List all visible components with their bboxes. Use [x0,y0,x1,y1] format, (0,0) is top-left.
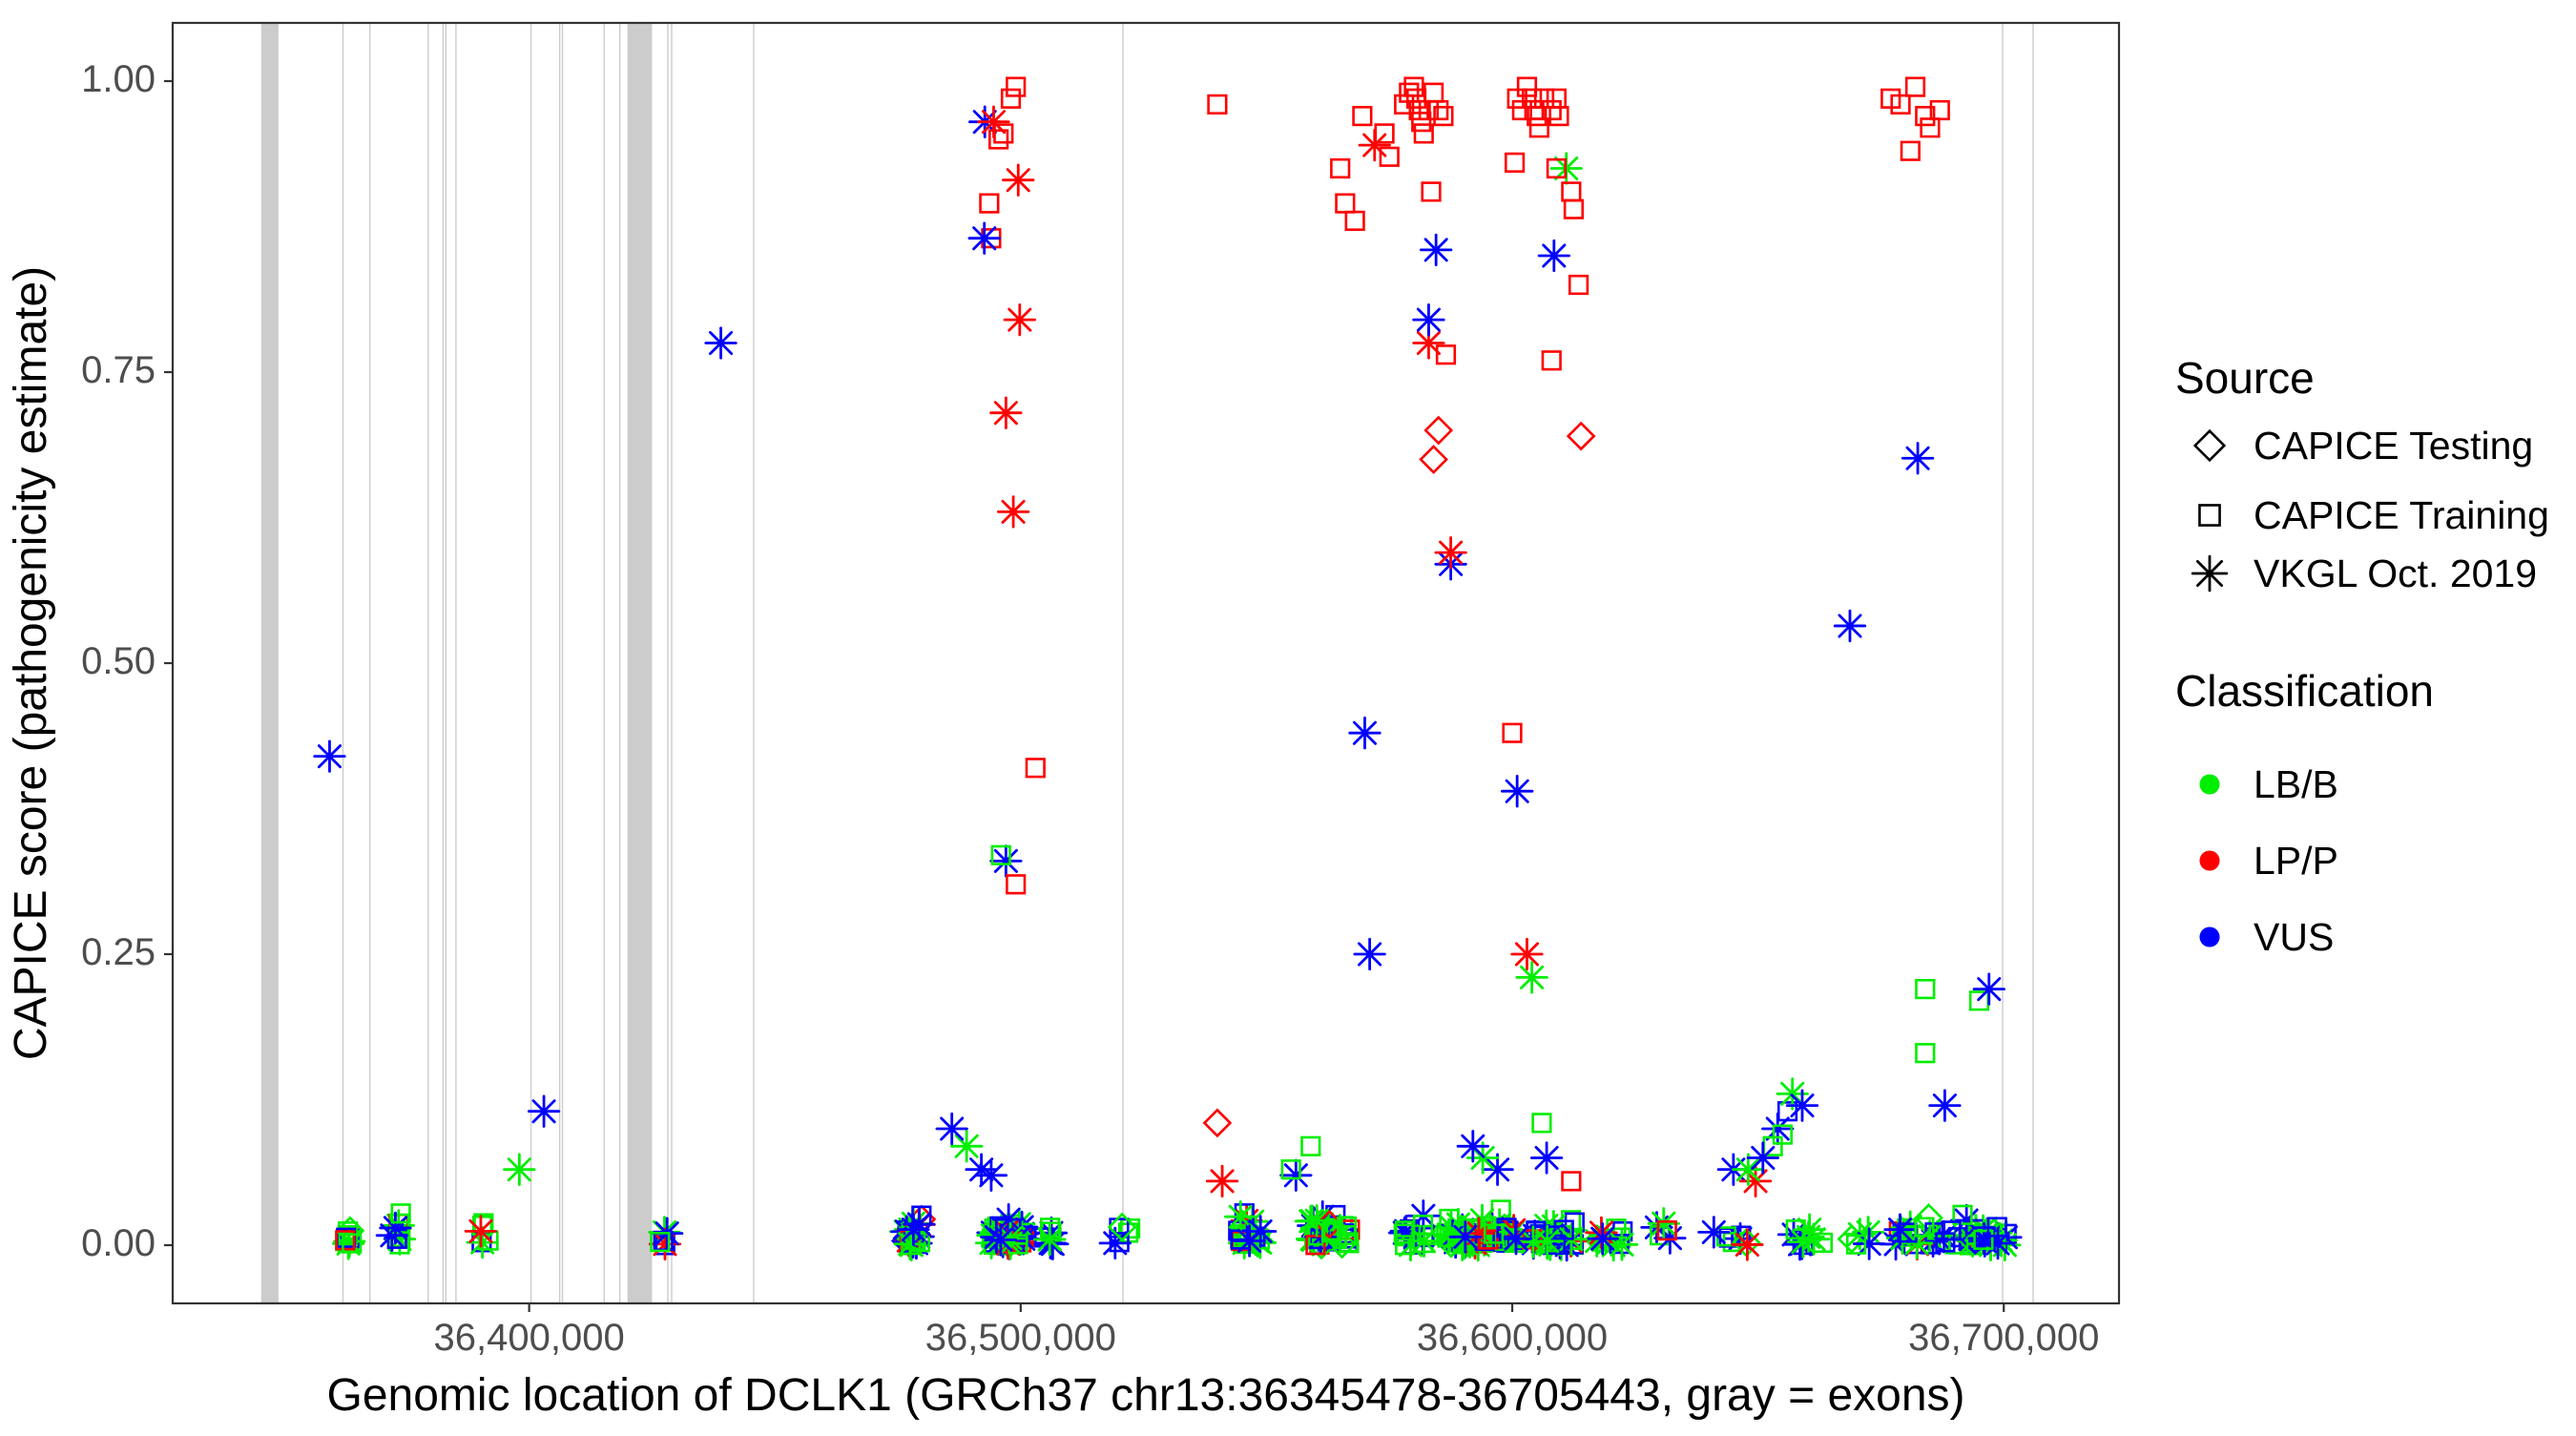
svg-text:CAPICE score (pathogenicity es: CAPICE score (pathogenicity estimate) [6,266,56,1060]
svg-text:0.50: 0.50 [81,640,156,682]
svg-text:VUS: VUS [2254,915,2334,959]
svg-text:Genomic location of DCLK1 (GRC: Genomic location of DCLK1 (GRCh37 chr13:… [326,1370,1964,1421]
svg-text:CAPICE Training: CAPICE Training [2254,493,2549,537]
svg-text:Classification: Classification [2175,666,2434,716]
svg-text:LB/B: LB/B [2254,762,2338,806]
svg-text:36,600,000: 36,600,000 [1417,1317,1608,1359]
svg-text:VKGL Oct. 2019: VKGL Oct. 2019 [2254,552,2537,595]
svg-text:CAPICE Testing: CAPICE Testing [2254,424,2533,468]
svg-text:0.25: 0.25 [81,931,156,973]
svg-text:36,400,000: 36,400,000 [434,1317,625,1359]
svg-text:0.00: 0.00 [81,1222,156,1264]
svg-text:Source: Source [2175,353,2315,403]
svg-text:1.00: 1.00 [81,58,156,100]
svg-text:LP/P: LP/P [2254,839,2338,883]
svg-text:36,500,000: 36,500,000 [925,1317,1116,1359]
svg-text:36,700,000: 36,700,000 [1908,1317,2099,1359]
svg-text:0.75: 0.75 [81,349,156,391]
